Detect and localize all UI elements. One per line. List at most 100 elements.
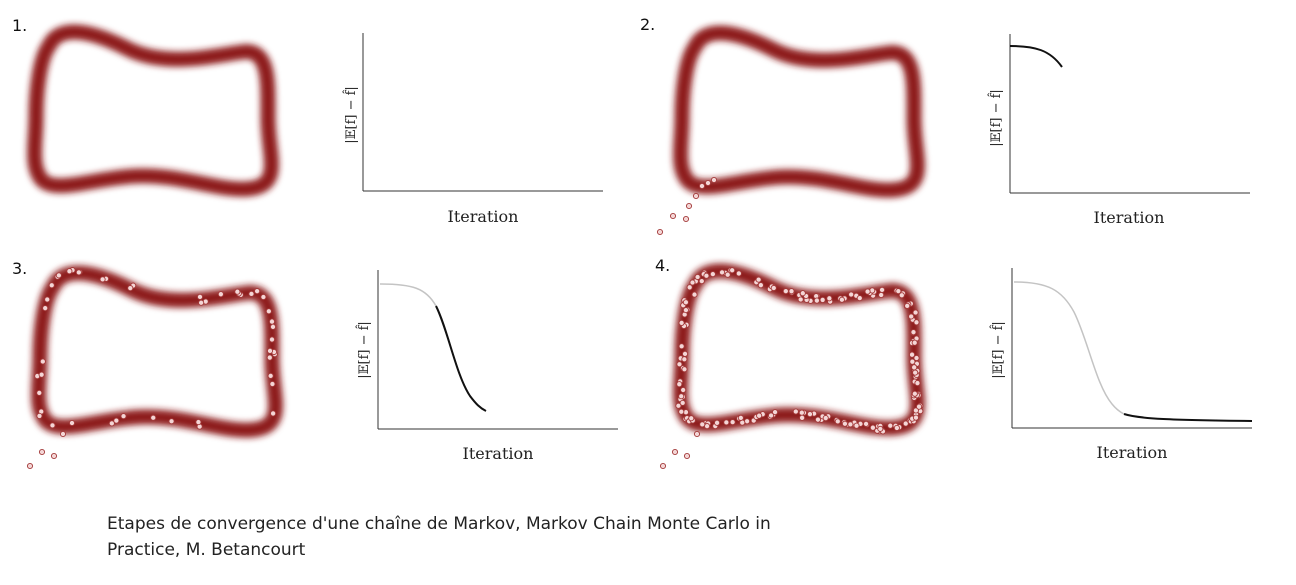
sample-point — [269, 380, 276, 388]
sample-point — [254, 288, 261, 295]
panel-number: 2. — [640, 15, 655, 34]
sample-point — [270, 410, 277, 417]
sample-point — [911, 364, 918, 371]
sample-point — [863, 420, 870, 427]
sample-point — [248, 290, 255, 297]
sample-point — [36, 412, 43, 419]
sample-point — [813, 297, 820, 304]
sample-point — [682, 350, 689, 357]
sample-point — [719, 269, 726, 276]
y-axis-label: |𝔼[f] − f̂| — [355, 321, 372, 379]
sample-point — [267, 372, 274, 379]
sample-point — [838, 296, 845, 303]
markov-chain-samples — [656, 176, 718, 236]
sample-point — [268, 318, 276, 325]
sample-point — [682, 307, 689, 314]
sample-point — [877, 425, 884, 432]
sample-point — [678, 393, 685, 400]
sample-point — [269, 323, 277, 330]
sample-point — [904, 302, 911, 309]
sample-point — [729, 267, 736, 274]
sample-point — [99, 276, 106, 283]
error-curve-current — [1123, 413, 1253, 422]
sample-point — [724, 271, 731, 278]
sample-point — [679, 399, 686, 406]
sample-point — [699, 421, 706, 428]
sample-point — [678, 408, 685, 415]
sample-point — [108, 420, 115, 427]
sample-point — [44, 296, 51, 303]
sample-point — [198, 299, 205, 306]
sample-point — [822, 414, 829, 422]
panel-3: 3. Iteration |𝔼[f] − f̂| — [12, 259, 618, 470]
x-axis-label: Iteration — [448, 207, 519, 226]
sample-point — [847, 421, 854, 428]
sample-point — [806, 411, 814, 418]
error-curve-past — [379, 283, 437, 307]
sample-point — [853, 422, 860, 429]
sample-point — [772, 409, 779, 416]
sample-point — [770, 284, 777, 292]
sample-point — [841, 420, 848, 427]
sample-point — [911, 390, 918, 397]
sample-point — [756, 412, 763, 419]
sample-point — [814, 416, 821, 423]
sample-point — [768, 412, 775, 419]
sample-point — [680, 386, 687, 394]
sample-point — [685, 202, 693, 210]
sample-point — [856, 295, 863, 302]
sample-point — [55, 272, 62, 279]
sample-point — [788, 288, 795, 295]
sample-point — [656, 228, 664, 236]
sample-point — [913, 319, 920, 326]
sample-point — [113, 417, 120, 424]
panel-2: 2. Iteration |𝔼[f] − f̂| — [640, 15, 1250, 236]
sample-point — [266, 354, 273, 361]
sample-point — [66, 268, 73, 275]
sample-point — [782, 288, 789, 295]
sample-point — [39, 358, 46, 365]
sample-point — [798, 409, 805, 416]
sample-point — [909, 358, 916, 365]
sample-point — [59, 430, 67, 438]
sample-point — [26, 462, 34, 470]
sample-point — [678, 319, 685, 326]
sample-point — [908, 313, 915, 320]
target-distribution-ring — [35, 32, 272, 189]
sample-point — [50, 452, 58, 460]
sample-point — [659, 462, 667, 470]
panel-number: 1. — [12, 16, 27, 35]
sample-point — [723, 419, 730, 426]
sample-point — [911, 339, 918, 346]
sample-point — [48, 282, 55, 289]
panel-4: 4. Iteration |𝔼[f] − f̂| — [655, 256, 1253, 470]
sample-point — [913, 354, 920, 362]
sample-point — [714, 419, 721, 426]
sample-point — [38, 371, 45, 378]
sample-point — [683, 452, 691, 460]
sample-point — [686, 284, 693, 291]
sample-point — [676, 381, 683, 388]
sample-point — [912, 309, 919, 316]
sample-point — [681, 356, 688, 363]
sample-point — [902, 420, 909, 427]
sample-point — [678, 343, 685, 350]
sample-point — [75, 269, 82, 276]
panel-number: 3. — [12, 259, 27, 278]
figure-canvas: 1. Iteration |𝔼[f] − f̂| 2. Iteration |𝔼… — [12, 15, 1253, 470]
sample-point — [908, 351, 916, 358]
sample-point — [729, 419, 736, 426]
sample-point — [792, 408, 799, 415]
sample-point — [698, 278, 705, 285]
error-plot: Iteration |𝔼[f] − f̂| — [355, 270, 618, 463]
sample-point — [912, 369, 919, 376]
sample-point — [834, 418, 841, 425]
sample-point — [704, 179, 712, 187]
sample-point — [879, 286, 886, 293]
sample-point — [689, 279, 696, 286]
x-axis-label: Iteration — [1094, 208, 1165, 227]
sample-point — [757, 282, 764, 289]
sample-point — [878, 291, 885, 299]
sample-point — [819, 296, 826, 303]
sample-point — [676, 361, 683, 368]
